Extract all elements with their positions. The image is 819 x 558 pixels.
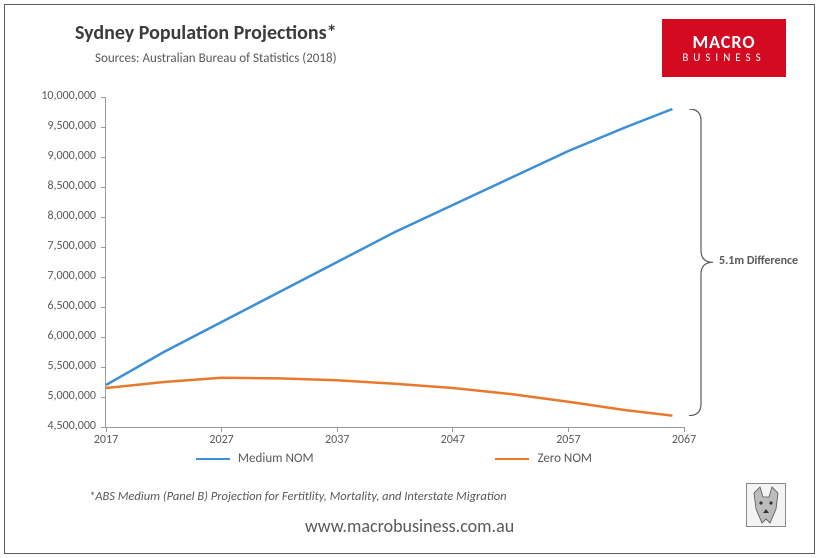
xtick-label: 2017 <box>94 433 118 447</box>
ytick-label: 9,000,000 <box>47 149 96 163</box>
xtick <box>684 427 685 432</box>
legend-label-0: Medium NOM <box>238 451 314 466</box>
ytick-label: 7,000,000 <box>47 269 96 283</box>
xtick-label: 2027 <box>209 433 233 447</box>
chart-title: Sydney Population Projections* <box>75 21 337 45</box>
ytick <box>101 247 106 248</box>
ytick-label: 10,000,000 <box>41 89 96 103</box>
difference-annotation: 5.1m Difference <box>719 254 798 268</box>
ytick <box>101 127 106 128</box>
ytick <box>101 367 106 368</box>
legend: Medium NOM Zero NOM <box>105 451 683 466</box>
ytick <box>101 277 106 278</box>
ytick <box>101 397 106 398</box>
xtick-label: 2057 <box>556 433 580 447</box>
brand-logo: MACRO BUSINESS <box>662 19 786 77</box>
ytick-label: 8,500,000 <box>47 179 96 193</box>
legend-label-1: Zero NOM <box>537 451 592 466</box>
legend-item-medium: Medium NOM <box>196 451 314 466</box>
xtick <box>221 427 222 432</box>
xtick <box>337 427 338 432</box>
xtick-label: 2047 <box>441 433 465 447</box>
legend-swatch-1 <box>495 458 529 460</box>
ytick-label: 6,000,000 <box>47 329 96 343</box>
xtick-label: 2067 <box>672 433 696 447</box>
ytick-label: 5,000,000 <box>47 389 96 403</box>
site-url: www.macrobusiness.com.au <box>5 515 814 537</box>
series-line-0 <box>106 109 672 385</box>
logo-line1: MACRO <box>692 33 755 52</box>
series-line-1 <box>106 378 672 416</box>
ytick <box>101 217 106 218</box>
ytick-label: 6,500,000 <box>47 299 96 313</box>
ytick <box>101 307 106 308</box>
plot-svg <box>106 97 684 427</box>
footnote: *ABS Medium (Panel B) Projection for Fer… <box>89 489 507 504</box>
ytick <box>101 97 106 98</box>
ytick <box>101 157 106 158</box>
ytick-label: 9,500,000 <box>47 119 96 133</box>
ytick-label: 7,500,000 <box>47 239 96 253</box>
chart-subtitle: Sources: Australian Bureau of Statistics… <box>95 51 337 66</box>
brace-icon <box>687 109 717 416</box>
ytick-label: 8,000,000 <box>47 209 96 223</box>
xtick <box>568 427 569 432</box>
xtick <box>452 427 453 432</box>
chart-frame: Sydney Population Projections* Sources: … <box>4 4 815 554</box>
wolf-icon <box>746 483 786 527</box>
xtick-label: 2037 <box>325 433 349 447</box>
legend-swatch-0 <box>196 458 230 460</box>
ytick-label: 5,500,000 <box>47 359 96 373</box>
ytick-label: 4,500,000 <box>47 419 96 433</box>
ytick <box>101 337 106 338</box>
legend-item-zero: Zero NOM <box>495 451 592 466</box>
logo-line2: BUSINESS <box>682 52 765 64</box>
plot-area: 4,500,0005,000,0005,500,0006,000,0006,50… <box>105 97 684 428</box>
ytick <box>101 187 106 188</box>
xtick <box>106 427 107 432</box>
